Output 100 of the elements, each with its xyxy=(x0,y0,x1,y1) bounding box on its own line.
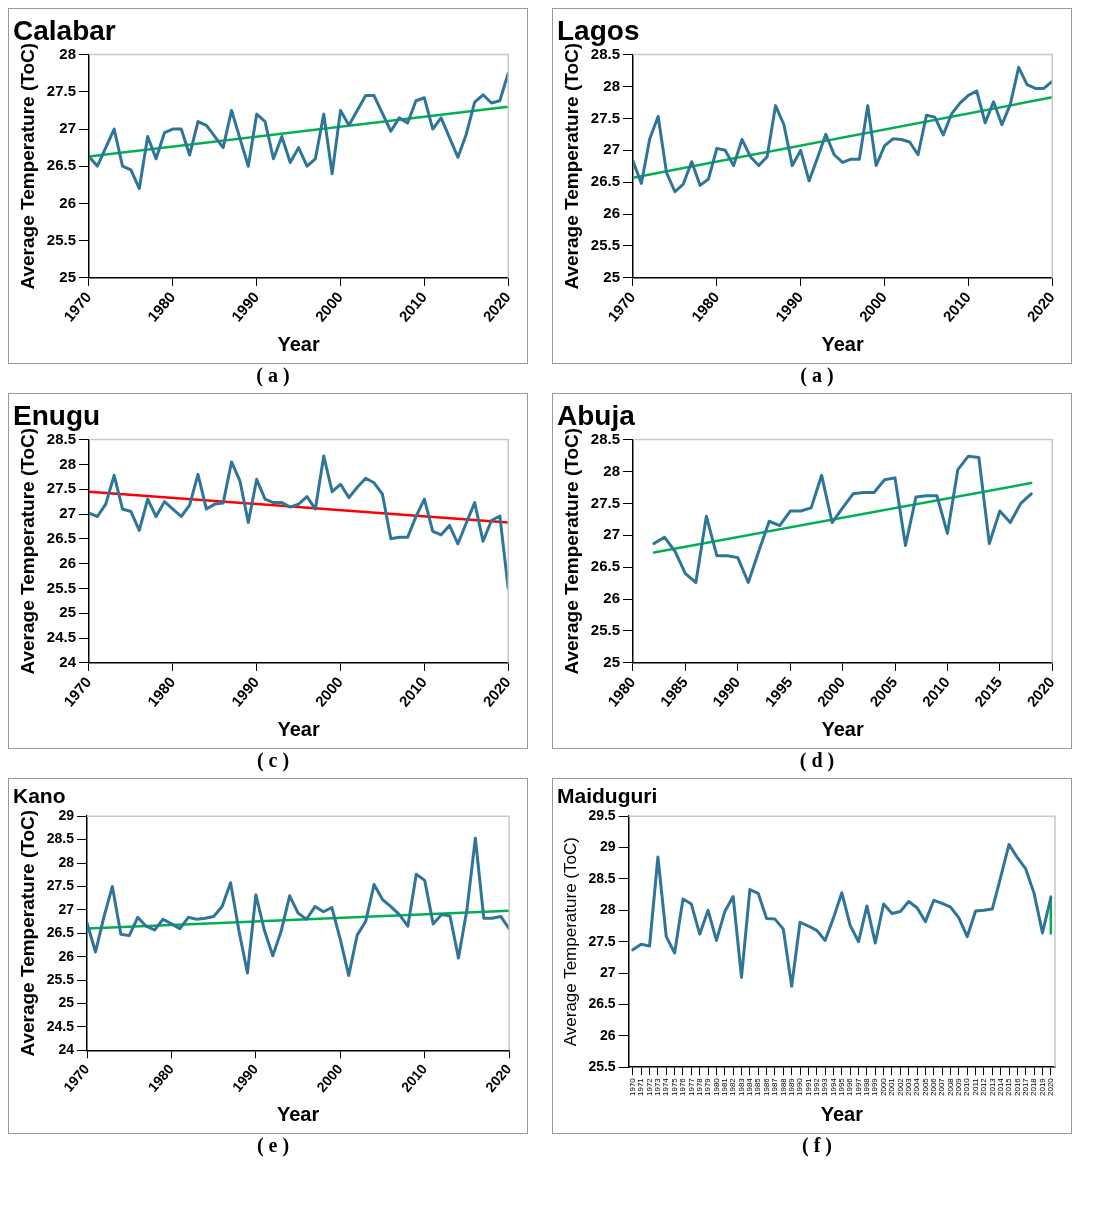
y-tick-label: 28 xyxy=(600,901,616,918)
y-tick-label: 27 xyxy=(603,140,620,158)
x-axis-title: Year xyxy=(276,1102,320,1125)
x-tick-label: 1971 xyxy=(636,1077,646,1096)
chart-title: Kano xyxy=(13,784,66,808)
x-tick-label: 2020 xyxy=(1046,1077,1056,1096)
text: ( a ) xyxy=(255,364,291,387)
x-tick-label: 1979 xyxy=(703,1077,713,1096)
y-tick-label: 27.5 xyxy=(46,877,75,894)
y-tick-label: 25.5 xyxy=(590,236,620,254)
y-tick-label: 26 xyxy=(59,193,76,211)
y-tick-label: 27.5 xyxy=(590,108,620,126)
y-tick-label: 27.5 xyxy=(588,932,616,949)
y-tick-label: 25 xyxy=(59,603,76,621)
x-tick-label: 1988 xyxy=(778,1077,788,1096)
y-tick-label: 27 xyxy=(600,963,616,980)
x-tick-label: 2008 xyxy=(945,1077,955,1096)
y-tick-label: 28 xyxy=(58,853,75,870)
x-tick-label: 1975 xyxy=(669,1077,679,1096)
x-tick-label: 1980 xyxy=(711,1077,721,1096)
x-tick-label: 2006 xyxy=(928,1077,938,1096)
y-axis-title: Average Temperature (ToC) xyxy=(16,809,38,1057)
y-tick-label: 27 xyxy=(59,119,76,137)
y-tick-label: 25 xyxy=(59,268,76,286)
y-tick-label: 26 xyxy=(603,204,620,222)
chart-title: Maiduguri xyxy=(557,784,658,808)
x-tick-label: 1995 xyxy=(837,1077,847,1096)
text: ( f ) xyxy=(801,1134,833,1157)
y-tick-label: 28 xyxy=(603,76,620,94)
x-tick-label: 1984 xyxy=(745,1077,755,1096)
y-tick-label: 27.5 xyxy=(590,493,620,511)
x-tick-label: 2005 xyxy=(920,1077,930,1096)
y-tick-label: 26.5 xyxy=(590,557,620,575)
x-tick-label: 1996 xyxy=(845,1077,855,1096)
y-axis-title: Average Temperature (ToC) xyxy=(16,42,38,290)
y-tick-label: 25.5 xyxy=(46,230,76,248)
y-tick-label: 29.5 xyxy=(588,807,616,824)
y-tick-label: 28 xyxy=(59,44,76,62)
y-tick-label: 24.5 xyxy=(46,628,76,646)
text: ( a ) xyxy=(799,364,835,387)
x-tick-label: 1985 xyxy=(753,1077,763,1096)
x-tick-label: 2002 xyxy=(895,1077,905,1096)
x-tick-label: 2019 xyxy=(1037,1077,1047,1096)
y-tick-label: 27.5 xyxy=(46,479,76,497)
y-tick-label: 27 xyxy=(58,900,75,917)
x-tick-label: 1997 xyxy=(853,1077,863,1096)
x-axis-title: Year xyxy=(821,717,864,740)
x-tick-label: 1981 xyxy=(719,1077,729,1096)
x-tick-label: 1989 xyxy=(786,1077,796,1096)
x-tick-label: 2010 xyxy=(962,1077,972,1096)
y-tick-label: 26 xyxy=(600,1026,616,1043)
y-tick-label: 24 xyxy=(58,1041,75,1058)
x-tick-label: 1982 xyxy=(728,1077,738,1096)
x-tick-label: 1992 xyxy=(811,1077,821,1096)
y-tick-label: 25.5 xyxy=(46,578,76,596)
x-tick-label: 2016 xyxy=(1012,1077,1022,1096)
y-tick-label: 27.5 xyxy=(46,81,76,99)
y-tick-label: 24.5 xyxy=(46,1017,75,1034)
x-axis-title: Year xyxy=(820,1102,864,1125)
x-tick-label: 1976 xyxy=(678,1077,688,1096)
y-tick-label: 27 xyxy=(59,504,76,522)
text: ( e ) xyxy=(255,1134,291,1157)
x-tick-label: 2018 xyxy=(1029,1077,1039,1096)
x-tick-label: 1990 xyxy=(795,1077,805,1096)
y-tick-label: 25.5 xyxy=(46,970,75,987)
x-tick-label: 2009 xyxy=(954,1077,964,1096)
y-tick-label: 27 xyxy=(603,525,620,543)
x-axis-title: Year xyxy=(277,717,320,740)
x-tick-label: 2014 xyxy=(995,1077,1005,1096)
x-tick-label: 1977 xyxy=(686,1077,696,1096)
x-tick-label: 2007 xyxy=(937,1077,947,1096)
y-tick-label: 26.5 xyxy=(46,924,75,941)
y-tick-label: 25 xyxy=(603,653,620,671)
text: ( c ) xyxy=(255,749,291,772)
x-tick-label: 2017 xyxy=(1020,1077,1030,1096)
x-tick-label: 2000 xyxy=(878,1077,888,1096)
x-tick-label: 1970 xyxy=(628,1077,638,1096)
y-tick-label: 28.5 xyxy=(588,869,616,886)
x-tick-label: 2003 xyxy=(903,1077,913,1096)
y-axis-title: Average Temperature (ToC) xyxy=(560,837,580,1047)
y-tick-label: 24 xyxy=(59,653,77,671)
y-tick-label: 28 xyxy=(603,461,620,479)
y-tick-label: 29 xyxy=(600,838,616,855)
y-tick-label: 26 xyxy=(58,947,75,964)
x-axis-title: Year xyxy=(821,332,864,355)
y-tick-label: 26 xyxy=(603,589,620,607)
y-tick-label: 25.5 xyxy=(588,1058,616,1075)
x-tick-label: 2001 xyxy=(887,1077,897,1096)
y-tick-label: 26 xyxy=(59,553,76,571)
y-tick-label: 28 xyxy=(59,454,76,472)
x-tick-label: 2011 xyxy=(970,1077,980,1096)
x-tick-label: 1987 xyxy=(770,1077,780,1096)
y-tick-label: 25 xyxy=(58,994,75,1011)
x-tick-label: 2012 xyxy=(979,1077,989,1096)
x-tick-label: 1998 xyxy=(862,1077,872,1096)
x-tick-label: 1974 xyxy=(661,1077,671,1096)
text: ( d ) xyxy=(798,749,836,772)
x-tick-label: 2013 xyxy=(987,1077,997,1096)
x-axis-title: Year xyxy=(277,332,320,355)
x-tick-label: 1994 xyxy=(828,1077,838,1096)
